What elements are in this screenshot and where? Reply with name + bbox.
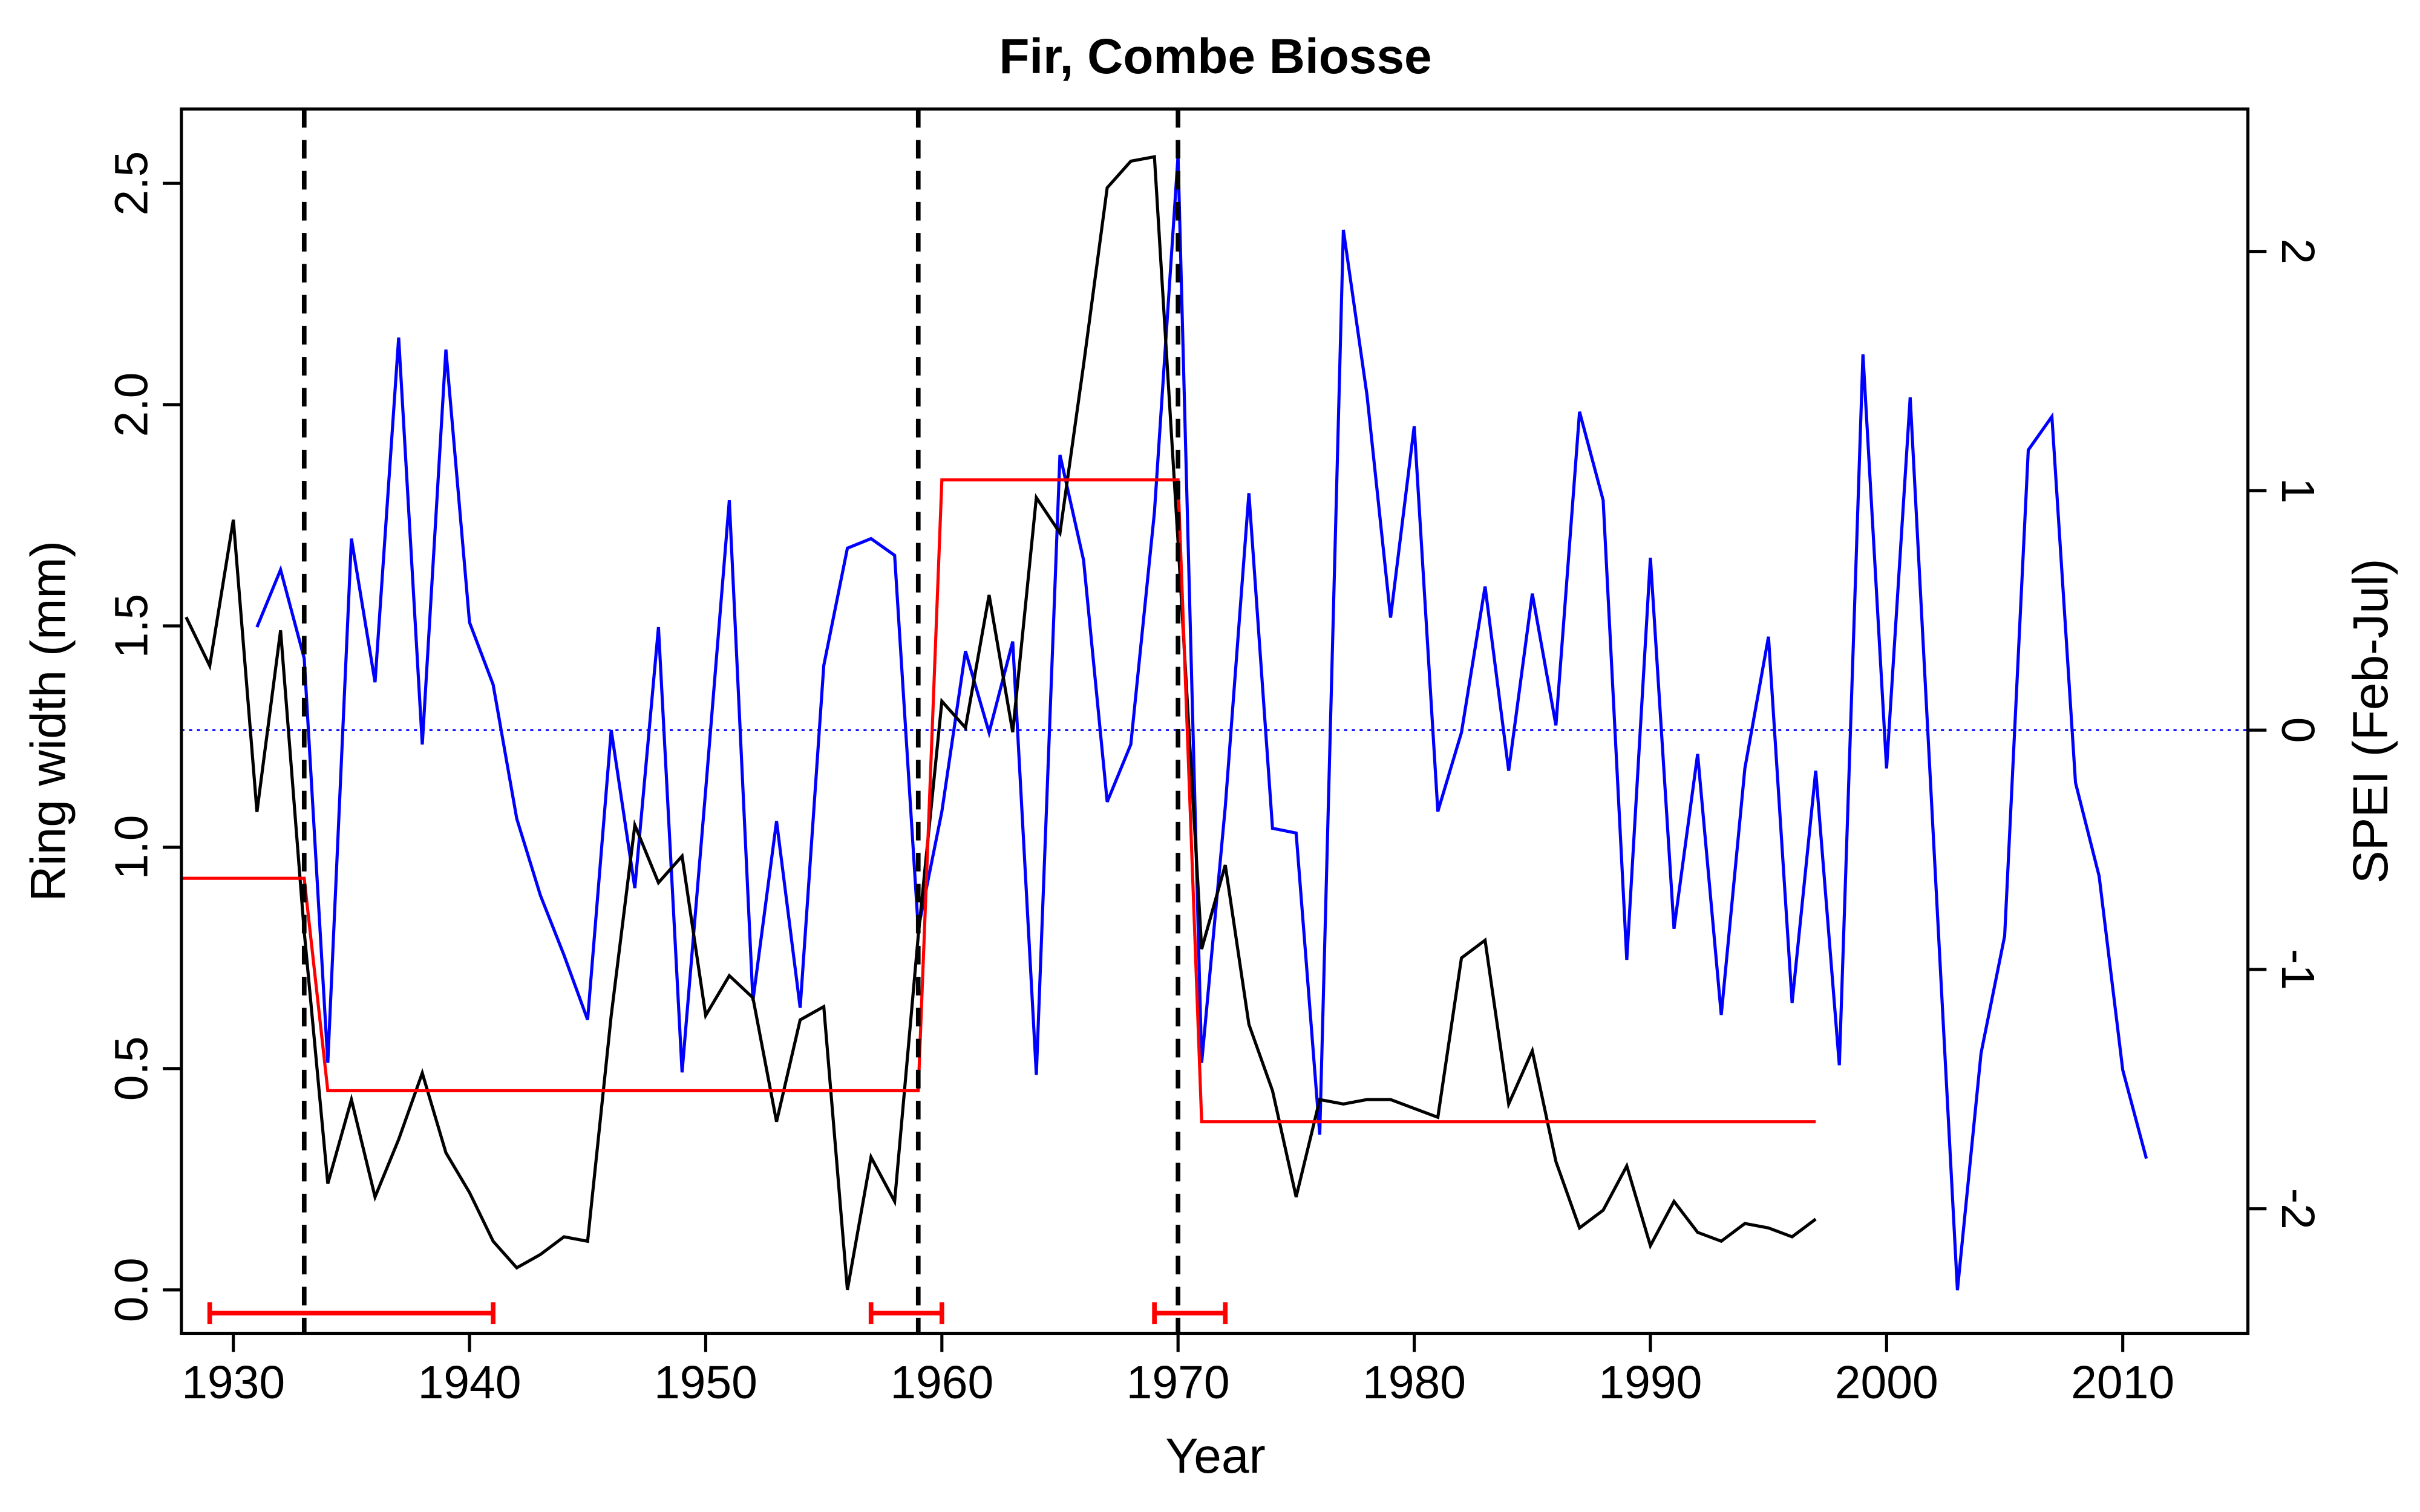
y-tick-label-right: -1 [2272,949,2324,990]
y-tick-label-left: 1.0 [105,815,157,879]
y-tick-label-left: 0.0 [105,1257,157,1322]
x-tick-label: 1980 [1362,1357,1466,1409]
x-tick-label: 1990 [1598,1357,1702,1409]
y-tick-label-right: 2 [2272,238,2324,264]
x-tick-label: 2000 [1835,1357,1938,1409]
x-tick-label: 1950 [654,1357,757,1409]
y-tick-label-right: 0 [2272,717,2324,743]
x-tick-label: 1940 [418,1357,522,1409]
ring-width-line [185,155,1817,1291]
chart-title: Fir, Combe Biosse [999,29,1431,84]
y-axis-label-right: SPEI (Feb-Jul) [2343,559,2398,884]
y-tick-label-left: 1.5 [105,594,157,659]
x-tick-label: 1960 [890,1357,993,1409]
plot-area [181,109,2248,1334]
spei-line [255,155,2148,1291]
y-tick-label-right: 1 [2272,478,2324,504]
x-axis-label: Year [1165,1429,1266,1484]
x-tick-label: 1970 [1127,1357,1230,1409]
plot-frame [180,107,2250,1335]
y-tick-label-left: 0.5 [105,1036,157,1101]
x-tick-label: 1930 [182,1357,285,1409]
y-tick-label-left: 2.0 [105,373,157,437]
regime-mean-line [181,478,1816,1124]
y-axis-label-left: Ring width (mm) [21,541,76,902]
y-tick-label-right: -2 [2272,1188,2324,1230]
y-tick-label-left: 2.5 [105,151,157,216]
x-tick-label: 2010 [2071,1357,2174,1409]
